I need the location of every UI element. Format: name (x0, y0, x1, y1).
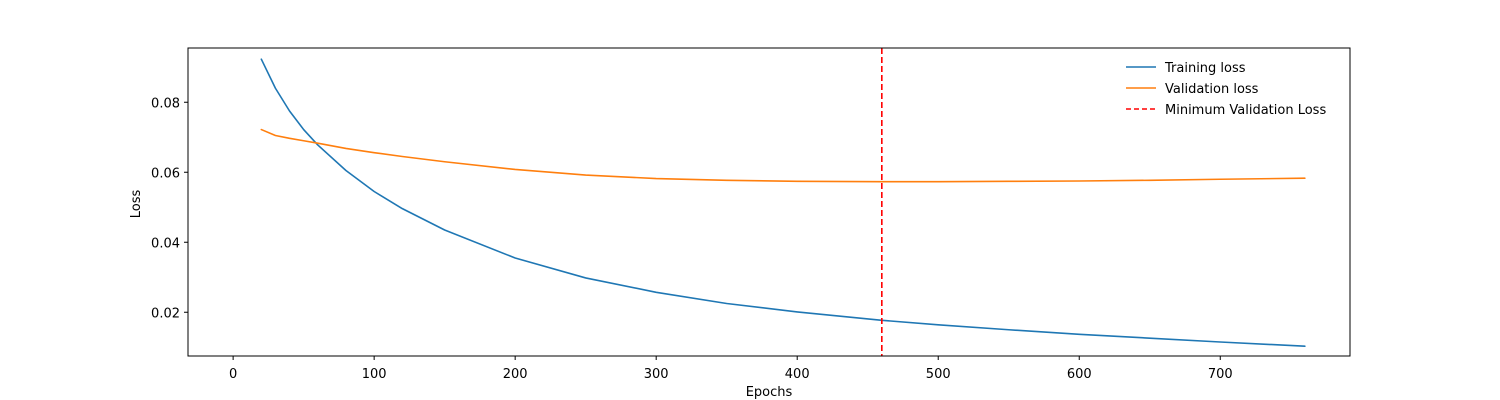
y-tick-label: 0.08 (151, 96, 180, 111)
x-tick-label: 500 (926, 367, 951, 382)
legend-label: Minimum Validation Loss (1165, 103, 1326, 118)
x-tick-label: 300 (644, 367, 669, 382)
x-tick-label: 400 (785, 367, 810, 382)
x-axis-ticks: 0 100 200 300 400 500 600 700 (229, 356, 1233, 382)
x-tick-label: 700 (1208, 367, 1233, 382)
x-axis-label: Epochs (746, 385, 793, 400)
plot-frame (187, 47, 1351, 357)
x-tick-label: 100 (362, 367, 387, 382)
x-tick-label: 600 (1067, 367, 1092, 382)
series-line-validation-loss (260, 128, 1306, 183)
y-axis-label: Loss (129, 190, 144, 219)
series-layer (260, 58, 1306, 348)
y-axis-ticks: 0.02 0.04 0.06 0.08 (151, 96, 188, 321)
y-tick-label: 0.04 (151, 236, 180, 251)
y-tick-label: 0.06 (151, 166, 180, 181)
x-tick-label: 0 (229, 367, 237, 382)
legend: Training loss Validation loss Minimum Vali… (1126, 61, 1326, 118)
legend-label: Validation loss (1165, 82, 1259, 97)
series-line-training-loss (260, 58, 1306, 348)
x-tick-label: 200 (503, 367, 528, 382)
legend-label: Training loss (1164, 61, 1246, 76)
y-tick-label: 0.02 (151, 306, 180, 321)
